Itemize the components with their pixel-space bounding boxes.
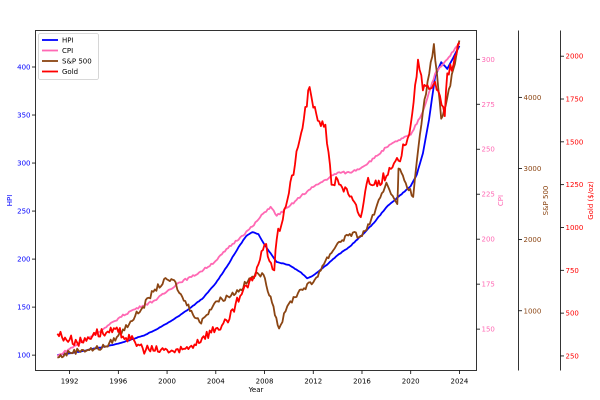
series-line-hpi [57,45,461,356]
legend-box [38,33,99,80]
legend-label: S&P 500 [62,58,92,66]
sp500-tick-label: 2000 [524,236,542,244]
gold-tick-label: 1250 [566,181,584,189]
hpi-tick-label: 200 [17,256,30,264]
series-line-s-p-500 [57,40,461,359]
cpi-tick-label: 300 [482,56,495,64]
sp500-tick-label: 3000 [524,165,542,173]
gold-tick-label: 1750 [566,96,584,104]
x-tick-label: 1996 [109,378,127,386]
hpi-axis-label: HPI [6,195,14,207]
plot-lines [56,40,461,359]
series-line-gold [56,41,461,355]
gold-tick-label: 500 [566,310,579,318]
plot-frame [35,30,477,371]
gold-tick-label: 1500 [566,138,584,146]
gold-tick-label: 250 [566,352,579,360]
hpi-tick-label: 350 [17,112,30,120]
axes-layer: 1992 1996 2000 2004 2008 2012 2016 2020 2024 100 1… [6,30,595,386]
sp500-tick-label: 1000 [524,307,542,315]
cpi-tick-label: 275 [482,101,495,109]
hpi-tick-label: 300 [17,160,30,168]
cpi-tick-label: 150 [482,326,495,334]
sp500-axis-label: S&P 500 [542,186,550,216]
x-tick-label: 2000 [158,378,176,386]
gold-tick-label: 750 [566,267,579,275]
sp500-tick-label: 4000 [524,94,542,102]
x-tick-label: 2004 [207,378,225,386]
legend: HPI CPI S&P 500 Gold [38,33,99,80]
hpi-tick-label: 250 [17,208,30,216]
x-tick-label: 2020 [402,378,420,386]
hpi-tick-label: 150 [17,304,30,312]
cpi-tick-label: 250 [482,146,495,154]
hpi-tick-label: 100 [17,352,30,360]
gold-tick-label: 1000 [566,224,584,232]
x-tick-label: 2016 [353,378,371,386]
x-tick-label: 2008 [256,378,274,386]
cpi-tick-label: 175 [482,281,495,289]
legend-label: HPI [62,37,74,45]
legend-label: CPI [62,47,73,55]
x-tick-label: 2024 [451,378,469,386]
hpi-tick-label: 400 [17,63,30,71]
cpi-tick-label: 200 [482,236,495,244]
cpi-tick-label: 225 [482,191,495,199]
x-tick-label: 2012 [304,378,322,386]
series-line-cpi [56,42,461,357]
x-tick-label: 1992 [61,378,79,386]
gold-tick-label: 2000 [566,53,584,61]
cpi-axis-label: CPI [497,195,505,206]
gold-axis-label: Gold ($/oz) [587,181,595,220]
legend-label: Gold [62,68,78,76]
x-axis-label: Year [248,386,264,394]
